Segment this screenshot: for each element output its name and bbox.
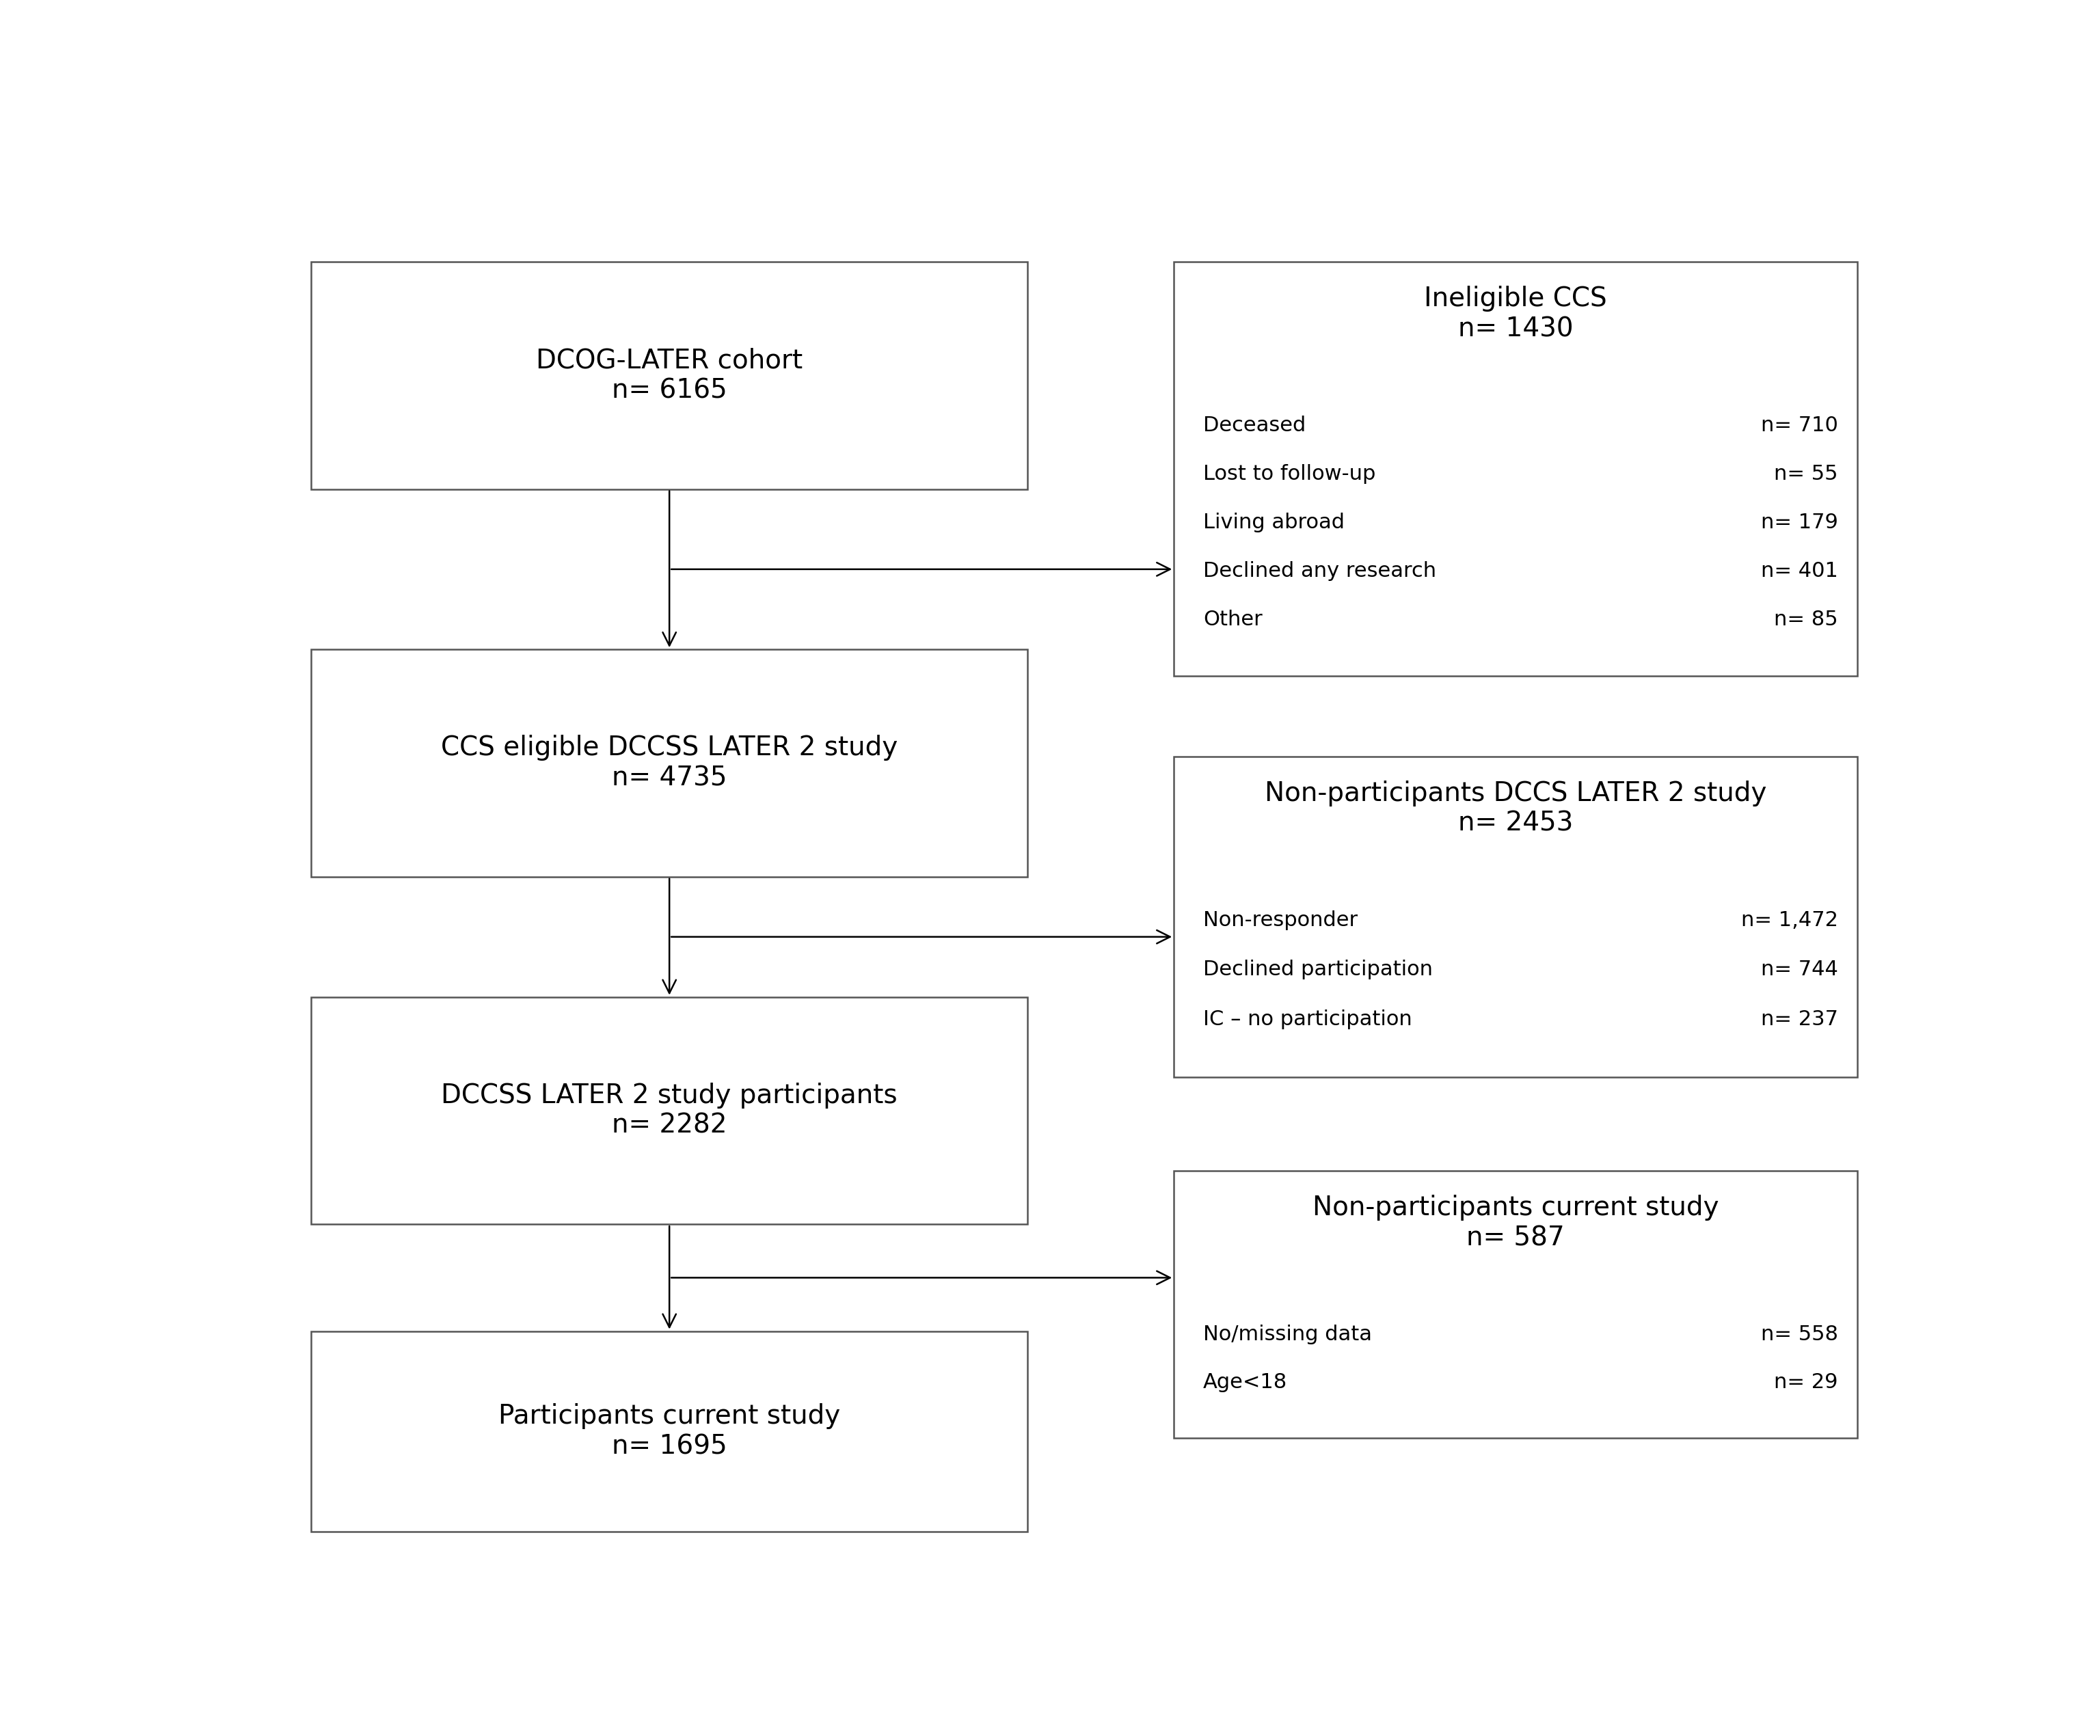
FancyBboxPatch shape [311,996,1027,1224]
Text: Non-responder: Non-responder [1203,910,1359,930]
Text: DCCSS LATER 2 study participants
n= 2282: DCCSS LATER 2 study participants n= 2282 [441,1083,897,1139]
FancyBboxPatch shape [1174,757,1858,1076]
Text: n= 558: n= 558 [1760,1325,1838,1344]
Text: Non-participants DCCS LATER 2 study
n= 2453: Non-participants DCCS LATER 2 study n= 2… [1264,781,1766,837]
Text: Declined participation: Declined participation [1203,960,1432,979]
Text: n= 237: n= 237 [1760,1009,1838,1029]
Text: n= 710: n= 710 [1760,415,1838,436]
FancyBboxPatch shape [311,262,1027,490]
Text: n= 85: n= 85 [1774,609,1838,630]
Text: Other: Other [1203,609,1262,630]
Text: No/missing data: No/missing data [1203,1325,1371,1344]
Text: Deceased: Deceased [1203,415,1306,436]
Text: Living abroad: Living abroad [1203,512,1344,533]
Text: CCS eligible DCCSS LATER 2 study
n= 4735: CCS eligible DCCSS LATER 2 study n= 4735 [441,734,899,792]
Text: n= 29: n= 29 [1774,1373,1838,1392]
FancyBboxPatch shape [311,1332,1027,1531]
Text: IC – no participation: IC – no participation [1203,1009,1411,1029]
Text: Participants current study
n= 1695: Participants current study n= 1695 [498,1403,840,1460]
Text: Age<18: Age<18 [1203,1373,1287,1392]
FancyBboxPatch shape [1174,1170,1858,1437]
Text: n= 401: n= 401 [1760,561,1838,582]
Text: Lost to follow-up: Lost to follow-up [1203,464,1376,484]
Text: Non-participants current study
n= 587: Non-participants current study n= 587 [1312,1194,1720,1252]
FancyBboxPatch shape [311,649,1027,877]
Text: Ineligible CCS
n= 1430: Ineligible CCS n= 1430 [1424,286,1606,342]
Text: n= 1,472: n= 1,472 [1741,910,1838,930]
Text: DCOG-LATER cohort
n= 6165: DCOG-LATER cohort n= 6165 [536,347,802,403]
Text: n= 55: n= 55 [1774,464,1838,484]
Text: Declined any research: Declined any research [1203,561,1436,582]
Text: n= 179: n= 179 [1760,512,1838,533]
Text: n= 744: n= 744 [1760,960,1838,979]
FancyBboxPatch shape [1174,262,1858,677]
